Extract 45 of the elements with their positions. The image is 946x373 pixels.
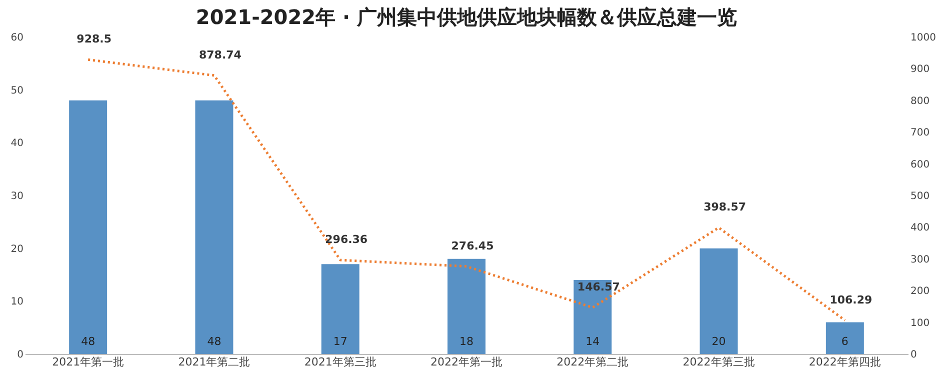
bar xyxy=(448,258,486,354)
y-tick-label: 30 xyxy=(10,191,24,202)
y2-tick-label: 1000 xyxy=(910,32,936,44)
data-label: 6 xyxy=(841,335,848,348)
y-tick-label: 40 xyxy=(10,138,24,150)
y2-tick-label: 300 xyxy=(910,254,930,266)
y2-tick-label: 800 xyxy=(910,96,930,107)
y-tick-label: 0 xyxy=(17,350,24,360)
data-label: 106.29 xyxy=(830,293,872,306)
x-tick-label: 2022年第四批 xyxy=(808,356,881,368)
bar xyxy=(195,100,234,354)
y2-tick-label: 0 xyxy=(910,350,917,360)
y2-tick-label: 600 xyxy=(910,159,930,170)
bar xyxy=(69,100,108,354)
data-label: 14 xyxy=(586,335,600,348)
x-tick-label: 2022年第二批 xyxy=(556,356,629,368)
bar xyxy=(826,322,864,354)
y2-tick-label: 100 xyxy=(910,318,930,329)
y2-tick-label: 400 xyxy=(910,222,930,234)
data-label: 398.57 xyxy=(704,200,746,214)
y-tick-label: 50 xyxy=(10,85,24,96)
x-tick-label: 2022年第一批 xyxy=(430,356,502,368)
bar xyxy=(700,248,738,354)
data-label: 878.74 xyxy=(198,48,242,62)
y-tick-label: 60 xyxy=(10,32,24,44)
x-tick-label: 2022年第三批 xyxy=(682,356,755,368)
data-label: 276.45 xyxy=(451,239,494,252)
bar xyxy=(321,264,360,354)
x-tick-label: 2021年第一批 xyxy=(52,356,124,368)
y2-tick-label: 500 xyxy=(910,191,930,202)
data-label: 48 xyxy=(81,335,96,348)
data-label: 48 xyxy=(207,335,222,348)
y-tick-label: 20 xyxy=(10,244,24,255)
x-tick-label: 2021年第二批 xyxy=(178,356,250,368)
y2-tick-label: 700 xyxy=(910,128,930,139)
y2-tick-label: 200 xyxy=(910,286,930,298)
data-label: 928.5 xyxy=(76,32,112,46)
x-tick-label: 2021年第三批 xyxy=(304,356,376,368)
chart-title: 2021-2022年 · 广州集中供地供应地块幅数＆供应总建一览 xyxy=(196,5,738,29)
y2-tick-label: 900 xyxy=(910,64,930,76)
data-label: 18 xyxy=(460,335,474,348)
y-tick-label: 10 xyxy=(10,296,24,308)
data-label: 20 xyxy=(712,335,726,348)
data-label: 296.36 xyxy=(325,233,368,246)
data-label: 17 xyxy=(333,335,348,348)
